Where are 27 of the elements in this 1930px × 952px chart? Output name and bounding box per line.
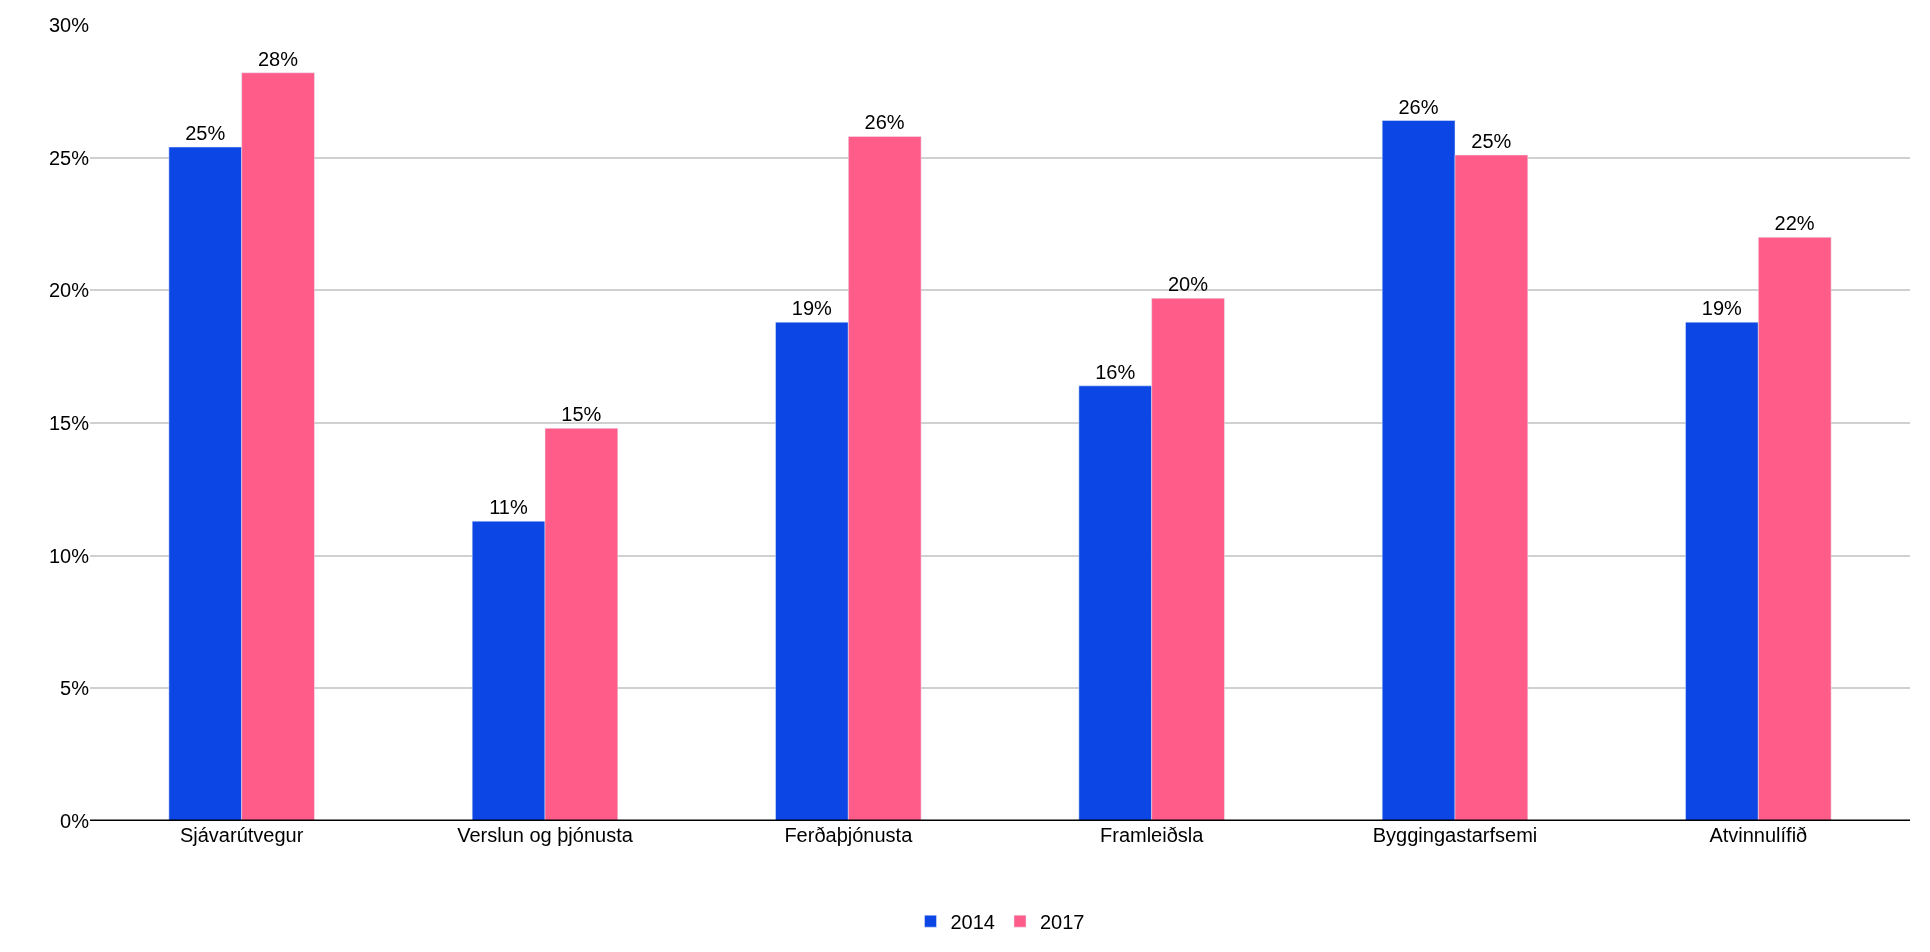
data-label: 26% [864,111,905,134]
data-label: 11% [489,496,528,519]
y-tick-label: 25% [48,146,90,169]
y-tick-label: 5% [60,677,90,700]
y-tick-label: 0% [60,810,90,832]
data-label: 19% [1701,297,1743,320]
data-label: 26% [1398,95,1439,118]
legend-label: 2014 [950,911,995,933]
data-label: 25% [185,122,226,145]
data-label: 20% [1167,273,1209,296]
y-tick-label: 10% [48,544,90,567]
y-tick-label: 30% [48,14,90,36]
x-tick-label: Sjávarútvegur [179,824,304,846]
data-label: 19% [791,297,833,320]
data-label: 25% [1471,130,1512,153]
x-tick-label: Atvinnulífið [1709,824,1808,846]
data-label: 16% [1095,360,1136,383]
x-tick-label: Ferðaþjónusta [784,824,914,846]
data-label: 28% [257,47,299,70]
y-tick-label: 20% [48,279,90,302]
y-tick-label: 15% [48,412,90,434]
x-tick-label: Verslun og þjónusta [457,824,634,846]
x-tick-label: Byggingastarfsemi [1372,824,1538,846]
data-label: 15% [561,403,602,426]
data-label: 22% [1774,212,1815,235]
x-tick-label: Framleiðsla [1099,824,1205,846]
legend-label: 2017 [1040,911,1085,933]
